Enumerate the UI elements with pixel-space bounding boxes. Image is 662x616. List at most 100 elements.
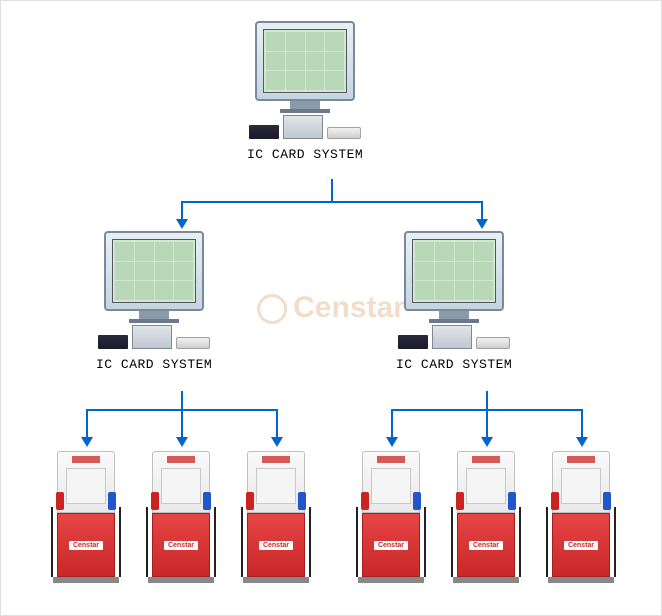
dispenser-body-icon: Censtar: [57, 513, 115, 577]
dispenser-top-icon: [552, 451, 610, 513]
dispenser-logo-icon: [167, 456, 195, 463]
conn-tier1-right-v: [481, 201, 483, 221]
station-label: IC CARD SYSTEM: [396, 357, 512, 372]
dispenser-base-icon: [53, 577, 119, 583]
hose-icon: [519, 507, 521, 577]
nozzle-left-icon: [551, 492, 559, 510]
left-ic-card-station: IC CARD SYSTEM: [96, 231, 212, 372]
pc-tower-icon: [283, 115, 323, 139]
conn-r2-v: [486, 409, 488, 439]
screen-icon: [263, 29, 347, 93]
peripherals: [249, 115, 361, 139]
monitor-icon: [404, 231, 504, 311]
dispenser-top-icon: [57, 451, 115, 513]
dispenser-brand: Censtar: [374, 541, 408, 550]
hose-icon: [119, 507, 121, 577]
monitor-base-icon: [129, 319, 179, 323]
conn-tier1-h: [181, 201, 483, 203]
nozzle-right-icon: [413, 492, 421, 510]
hose-icon: [51, 507, 53, 577]
hose-icon: [241, 507, 243, 577]
arrow-l1: [81, 437, 93, 447]
nozzle-left-icon: [361, 492, 369, 510]
screen-icon: [412, 239, 496, 303]
watermark-icon: [257, 294, 287, 324]
peripherals: [398, 325, 510, 349]
dispenser-top-icon: [247, 451, 305, 513]
printer-icon: [398, 335, 428, 349]
monitor-stand-icon: [439, 311, 469, 319]
fuel-dispenser: Censtar: [241, 451, 311, 591]
nozzle-left-icon: [456, 492, 464, 510]
dispenser-display-icon: [66, 468, 106, 504]
conn-right-v: [486, 391, 488, 409]
fuel-dispenser: Censtar: [546, 451, 616, 591]
fuel-dispenser: Censtar: [146, 451, 216, 591]
conn-l3-v: [276, 409, 278, 439]
dispenser-logo-icon: [567, 456, 595, 463]
monitor-icon: [104, 231, 204, 311]
fuel-dispenser: Censtar: [51, 451, 121, 591]
dispenser-body-icon: Censtar: [247, 513, 305, 577]
dispenser-base-icon: [548, 577, 614, 583]
printer-icon: [249, 125, 279, 139]
hose-icon: [214, 507, 216, 577]
dispenser-display-icon: [371, 468, 411, 504]
monitor-base-icon: [429, 319, 479, 323]
card-reader-icon: [327, 127, 361, 139]
dispenser-display-icon: [256, 468, 296, 504]
dispenser-base-icon: [358, 577, 424, 583]
watermark-text: Censtar: [293, 291, 405, 324]
dispenser-brand: Censtar: [564, 541, 598, 550]
dispenser-logo-icon: [262, 456, 290, 463]
dispenser-base-icon: [148, 577, 214, 583]
dispenser-brand: Censtar: [469, 541, 503, 550]
hose-icon: [451, 507, 453, 577]
nozzle-left-icon: [56, 492, 64, 510]
nozzle-right-icon: [603, 492, 611, 510]
station-label: IC CARD SYSTEM: [96, 357, 212, 372]
monitor-stand-icon: [290, 101, 320, 109]
arrow-l2: [176, 437, 188, 447]
pc-tower-icon: [132, 325, 172, 349]
hose-icon: [309, 507, 311, 577]
hose-icon: [146, 507, 148, 577]
monitor-stand-icon: [139, 311, 169, 319]
nozzle-left-icon: [246, 492, 254, 510]
dispenser-logo-icon: [377, 456, 405, 463]
conn-tier1-left-v: [181, 201, 183, 221]
dispenser-body-icon: Censtar: [152, 513, 210, 577]
nozzle-right-icon: [298, 492, 306, 510]
watermark: Censtar: [257, 291, 405, 325]
conn-top-v: [331, 179, 333, 201]
conn-r3-v: [581, 409, 583, 439]
nozzle-left-icon: [151, 492, 159, 510]
dispenser-top-icon: [152, 451, 210, 513]
right-ic-card-station: IC CARD SYSTEM: [396, 231, 512, 372]
dispenser-base-icon: [453, 577, 519, 583]
monitor-base-icon: [280, 109, 330, 113]
hose-icon: [356, 507, 358, 577]
conn-left-v: [181, 391, 183, 409]
dispenser-logo-icon: [72, 456, 100, 463]
nozzle-right-icon: [508, 492, 516, 510]
dispenser-top-icon: [362, 451, 420, 513]
dispenser-display-icon: [161, 468, 201, 504]
dispenser-body-icon: Censtar: [552, 513, 610, 577]
monitor-icon: [255, 21, 355, 101]
hose-icon: [424, 507, 426, 577]
arrow-l3: [271, 437, 283, 447]
arrow-r3: [576, 437, 588, 447]
nozzle-right-icon: [108, 492, 116, 510]
dispenser-brand: Censtar: [164, 541, 198, 550]
fuel-dispenser: Censtar: [356, 451, 426, 591]
pc-tower-icon: [432, 325, 472, 349]
dispenser-brand: Censtar: [69, 541, 103, 550]
printer-icon: [98, 335, 128, 349]
nozzle-right-icon: [203, 492, 211, 510]
hose-icon: [546, 507, 548, 577]
card-reader-icon: [176, 337, 210, 349]
dispenser-brand: Censtar: [259, 541, 293, 550]
dispenser-logo-icon: [472, 456, 500, 463]
arrow-tier1-right: [476, 219, 488, 229]
